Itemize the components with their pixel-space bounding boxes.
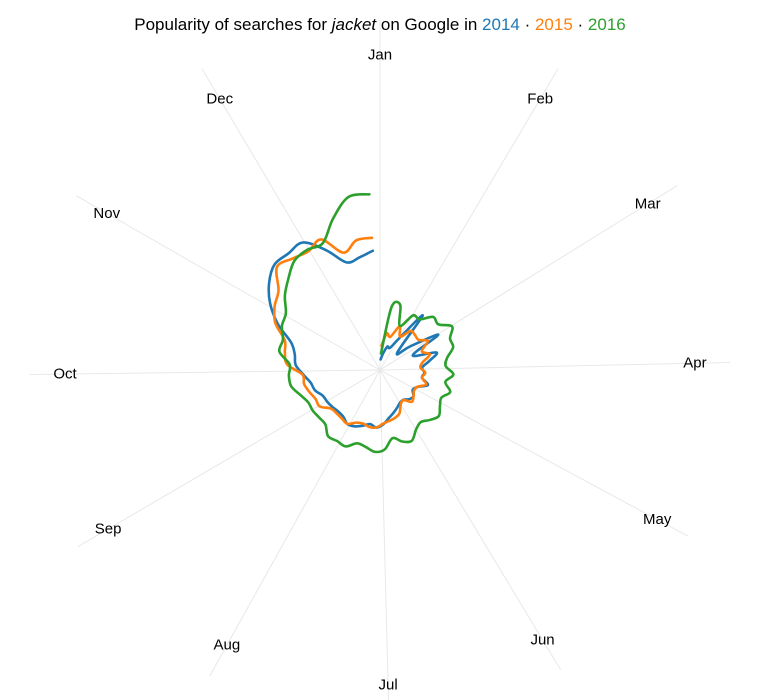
- gridline-nov: [76, 195, 381, 371]
- legend-year-2014: 2014: [482, 15, 520, 34]
- month-label-feb: Feb: [527, 90, 553, 107]
- month-axis-labels: Jan Feb Mar Apr May Jun Jul Aug Sep Oct Nov Dec: [53, 47, 706, 694]
- month-label-aug: Aug: [213, 637, 240, 654]
- gridline-aug: [209, 369, 381, 677]
- gridline-jul: [379, 369, 390, 700]
- month-label-may: May: [643, 511, 672, 528]
- legend-year-2016: 2016: [587, 15, 626, 34]
- month-label-jun: Jun: [530, 631, 554, 648]
- month-label-dec: Dec: [206, 90, 233, 107]
- title-separator: ·: [572, 15, 588, 34]
- month-label-apr: Apr: [683, 355, 706, 372]
- legend-year-2015: 2015: [534, 15, 573, 34]
- gridline-jun: [379, 369, 562, 671]
- month-label-nov: Nov: [93, 205, 120, 222]
- series-line-2015: [272, 236, 432, 430]
- gridline-sep: [77, 369, 381, 548]
- gridline-oct: [30, 369, 381, 376]
- angular-gridlines: [30, 20, 730, 700]
- series-line-2016: [277, 192, 455, 454]
- series-lines: [267, 192, 455, 454]
- title-middle: on Google in: [376, 15, 483, 34]
- month-label-jan: Jan: [368, 47, 392, 64]
- month-label-mar: Mar: [635, 195, 661, 212]
- gridline-may: [379, 369, 689, 537]
- title-prefix: Popularity of searches for: [134, 15, 332, 34]
- gridline-dec: [201, 68, 381, 371]
- gridline-mar: [379, 185, 678, 371]
- month-label-sep: Sep: [95, 521, 122, 538]
- gridline-apr: [379, 361, 730, 371]
- gridline-feb: [379, 68, 559, 371]
- title-search-term: jacket: [331, 15, 377, 34]
- month-label-oct: Oct: [53, 366, 77, 383]
- month-label-jul: Jul: [379, 676, 398, 693]
- chart-title: Popularity of searches for jacket on Goo…: [0, 14, 760, 36]
- title-separator: ·: [519, 15, 535, 34]
